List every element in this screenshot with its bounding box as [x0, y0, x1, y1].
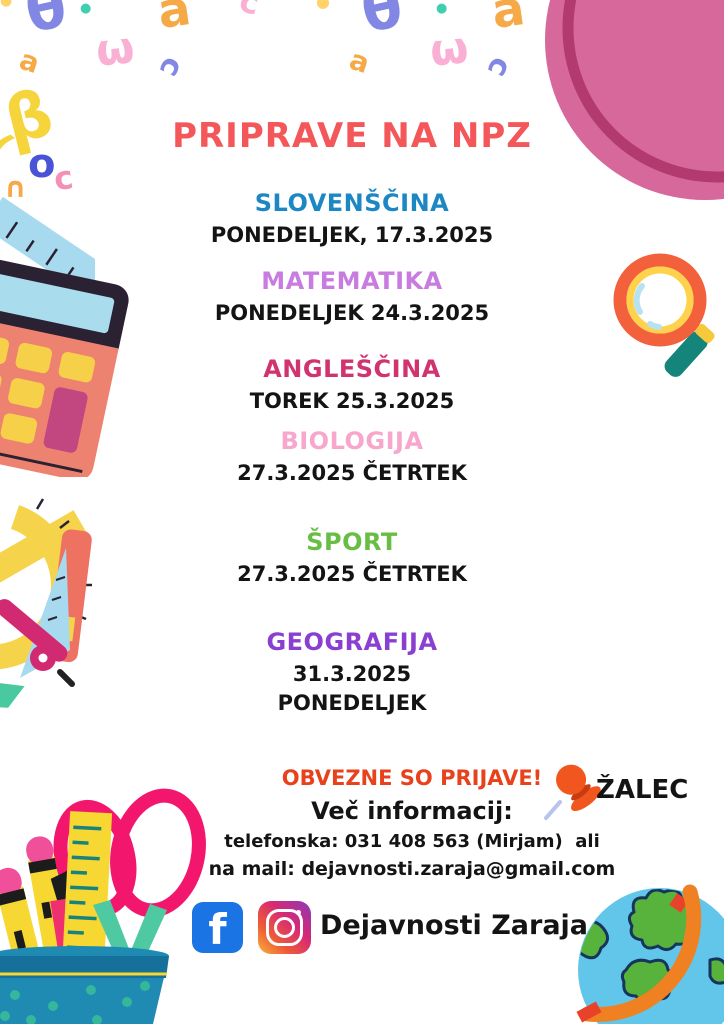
subject-date: PONEDELJEK, 17.3.2025: [210, 223, 494, 247]
schedule-block-slovenscina: SLOVENŠČINA PONEDELJEK, 17.3.2025: [0, 189, 704, 249]
schedule-block-geografija: GEOGRAFIJA 31.3.2025 PONEDELJEK: [0, 628, 704, 717]
instagram-lens: [274, 917, 295, 938]
globe-icon: [576, 884, 724, 1024]
subject-name: BIOLOGIJA: [280, 427, 424, 455]
social-handle: Dejavnosti Zaraja: [320, 910, 589, 941]
subject-name: GEOGRAFIJA: [266, 628, 438, 656]
doodle-glyph: θ: [355, 0, 409, 47]
schedule-block-anglescina: ANGLEŠČINA TOREK 25.3.2025: [0, 355, 704, 415]
facebook-icon[interactable]: f: [192, 902, 243, 953]
subject-name: ŠPORT: [306, 528, 398, 556]
compass-icon: [0, 599, 75, 687]
email-line: na mail: dejavnosti.zaraja@gmail.com: [208, 858, 616, 880]
schedule-block-sport: ŠPORT 27.3.2025 ČETRTEK: [0, 528, 704, 588]
subject-date: TOREK 25.3.2025: [249, 389, 455, 413]
cup-body: [0, 946, 169, 1024]
subject-name: SLOVENŠČINA: [254, 189, 450, 217]
doodle-glyph: ●: [0, 0, 13, 9]
doodle-glyph: ω: [93, 22, 137, 77]
pencil-cup-icon: [0, 788, 206, 1024]
subject-name: ANGLEŠČINA: [263, 355, 441, 383]
pink-circle-shape: [545, 0, 724, 200]
doodle-glyph: c: [151, 51, 191, 83]
instagram-frame: [266, 909, 303, 946]
schedule-block-matematika: MATEMATIKA PONEDELJEK 24.3.2025: [0, 267, 704, 327]
subject-date: PONEDELJEK 24.3.2025: [214, 301, 490, 325]
phone-line: telefonska: 031 408 563 (Mirjam) ali: [224, 831, 600, 852]
page-title: PRIPRAVE NA NPZ: [172, 116, 532, 156]
location-label: ŽALEC: [596, 775, 689, 805]
instagram-flash-dot: [296, 910, 301, 915]
subject-date: 27.3.2025 ČETRTEK: [237, 562, 467, 586]
doodle-glyph: ●: [316, 0, 330, 11]
doodle-glyph: ●: [80, 1, 92, 16]
doodle-glyph: c: [236, 0, 263, 23]
doodle-glyph: a: [345, 42, 374, 81]
teal-scrap-icon: [0, 682, 25, 708]
calculator-icon: [0, 259, 129, 477]
subject-date: PONEDELJEK: [277, 691, 427, 715]
doodle-glyph: a: [488, 0, 529, 40]
magnifier-icon: [613, 253, 715, 377]
doodle-glyph: o: [28, 141, 56, 187]
subject-name: MATEMATIKA: [261, 267, 443, 295]
schedule-block-biologija: BIOLOGIJA 27.3.2025 ČETRTEK: [0, 427, 704, 487]
instagram-icon[interactable]: [258, 901, 311, 954]
pushpin-icon: [544, 764, 601, 820]
doodle-glyph: a: [15, 42, 44, 81]
subject-date: 27.3.2025 ČETRTEK: [237, 461, 467, 485]
more-info-heading: Več informacij:: [311, 797, 513, 825]
doodle-glyph: ∩: [4, 171, 27, 204]
doodle-glyph: ω: [427, 22, 471, 77]
mandatory-signup-notice: OBVEZNE SO PRIJAVE!: [281, 766, 543, 790]
doodle-glyph: θ: [19, 0, 73, 47]
doodle-glyph: ●: [436, 1, 448, 16]
facebook-f-glyph: f: [208, 905, 227, 953]
doodle-glyph: c: [479, 51, 519, 83]
doodle-glyph: a: [154, 0, 195, 40]
subject-date: 31.3.2025: [292, 662, 412, 686]
